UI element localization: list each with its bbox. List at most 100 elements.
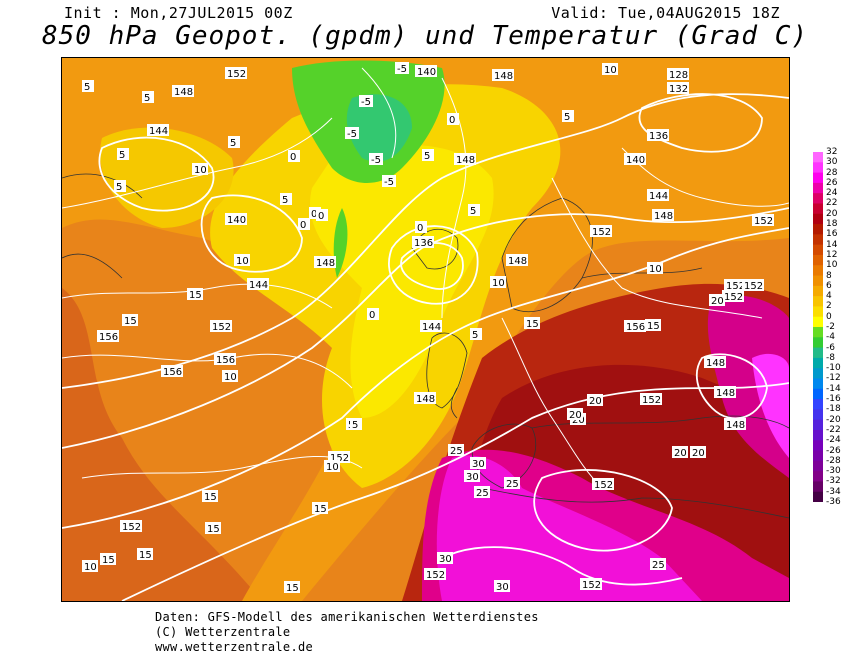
temperature-label: 10 <box>324 460 340 473</box>
svg-text:148: 148 <box>316 258 335 269</box>
temperature-label: -5 <box>395 62 409 75</box>
geopotential-label: 152 <box>580 578 602 591</box>
colorbar-label: 22 <box>826 198 838 209</box>
svg-text:-5: -5 <box>347 129 357 140</box>
svg-text:144: 144 <box>422 322 441 333</box>
svg-text:5: 5 <box>230 138 236 149</box>
colorbar-segment <box>813 234 823 246</box>
colorbar-segment <box>813 285 823 297</box>
svg-text:144: 144 <box>149 126 168 137</box>
temperature-label: 15 <box>100 553 116 566</box>
colorbar-label: 26 <box>826 177 838 188</box>
geopotential-label: 148 <box>652 209 674 222</box>
colorbar-segment <box>813 213 823 225</box>
colorbar-label: 4 <box>826 291 832 302</box>
geopotential-contours <box>62 93 789 601</box>
svg-text:15: 15 <box>526 319 539 330</box>
geopotential-label: 140 <box>225 213 247 226</box>
temperature-label: 5 <box>142 91 154 104</box>
svg-text:5: 5 <box>470 206 476 217</box>
geopotential-label: 136 <box>412 236 434 249</box>
svg-text:128: 128 <box>669 70 688 81</box>
colorbar-segment <box>813 368 823 379</box>
geopotential-label: 152 <box>120 520 142 533</box>
geopotential-label: 148 <box>492 69 514 82</box>
temperature-label: 30 <box>464 470 480 483</box>
temperature-label: 0 <box>415 221 427 234</box>
temperature-label: 5 <box>280 193 292 206</box>
geopotential-label: 156 <box>97 330 119 343</box>
colorbar-segment <box>813 152 823 163</box>
geopotential-label: 152 <box>590 225 612 238</box>
colorbar-segment <box>813 327 823 338</box>
colorbar-segment <box>813 419 823 431</box>
svg-text:25: 25 <box>450 446 463 457</box>
colorbar-segment <box>813 224 823 235</box>
svg-text:148: 148 <box>706 358 725 369</box>
geopotential-label: 148 <box>454 153 476 166</box>
temperature-label: -5 <box>359 95 373 108</box>
geopotential-label: 148 <box>414 392 436 405</box>
geopotential-label: 152 <box>722 290 744 303</box>
svg-text:5: 5 <box>116 182 122 193</box>
svg-text:25: 25 <box>476 488 489 499</box>
svg-text:152: 152 <box>594 480 613 491</box>
geopotential-label: 148 <box>704 356 726 369</box>
svg-text:5: 5 <box>424 151 430 162</box>
temperature-label: 20 <box>672 446 688 459</box>
colorbar-segment <box>813 193 823 204</box>
temperature-label: 0 <box>447 113 459 126</box>
svg-text:148: 148 <box>726 420 745 431</box>
geopotential-label-group: 152 148 140 148 128 132 136 140 144 148 … <box>97 65 774 591</box>
svg-text:5: 5 <box>472 330 478 341</box>
svg-text:132: 132 <box>669 84 688 95</box>
svg-text:-5: -5 <box>361 97 371 108</box>
valid-time-label: Valid: Tue,04AUG2015 18Z <box>551 4 780 22</box>
temperature-label: 15 <box>122 314 138 327</box>
colorbar-segment <box>813 203 823 215</box>
svg-text:0: 0 <box>318 211 324 222</box>
geopotential-label: 148 <box>724 418 746 431</box>
svg-text:0: 0 <box>290 152 296 163</box>
svg-text:10: 10 <box>84 562 97 573</box>
svg-text:10: 10 <box>492 278 505 289</box>
colorbar-segment <box>813 347 823 359</box>
temperature-label: 20 <box>690 446 706 459</box>
temperature-label: 20 <box>567 408 583 421</box>
svg-text:10: 10 <box>236 256 249 267</box>
colorbar-label: -12 <box>826 373 841 384</box>
svg-text:10: 10 <box>604 65 617 76</box>
temperature-label: 5 <box>422 149 434 162</box>
temperature-label: 30 <box>470 457 486 470</box>
svg-text:152: 152 <box>122 522 141 533</box>
svg-text:15: 15 <box>314 504 327 515</box>
temperature-label: 30 <box>437 552 453 565</box>
geopotential-label: 152 <box>592 478 614 491</box>
svg-text:152: 152 <box>212 322 231 333</box>
green-inner-field <box>346 94 412 162</box>
svg-text:15: 15 <box>139 550 152 561</box>
colorbar-label: -22 <box>826 424 841 435</box>
colorbar-label: -36 <box>826 497 841 507</box>
svg-text:148: 148 <box>456 155 475 166</box>
colorbar-label: -32 <box>826 476 841 487</box>
colorbar-label: 14 <box>826 239 838 250</box>
colorbar-label: -16 <box>826 394 841 405</box>
geopotential-label: 140 <box>415 65 437 78</box>
colorbar-label: -6 <box>826 342 835 353</box>
svg-text:10: 10 <box>224 372 237 383</box>
svg-text:15: 15 <box>102 555 115 566</box>
temperature-label: 5 <box>468 204 480 217</box>
geopotential-label: 136 <box>647 129 669 142</box>
colorbar-label: -10 <box>826 363 841 374</box>
svg-text:0: 0 <box>369 310 375 321</box>
geopotential-label: 140 <box>624 153 646 166</box>
colorbar-segment <box>813 429 823 441</box>
svg-text:20: 20 <box>572 415 585 426</box>
temperature-label: 5 <box>350 418 362 431</box>
geopotential-label: 156 <box>161 365 183 378</box>
svg-text:5: 5 <box>564 112 570 123</box>
colorbar-label: -34 <box>826 486 841 497</box>
green-tongue <box>333 208 348 278</box>
colorbar-segment <box>813 409 823 421</box>
